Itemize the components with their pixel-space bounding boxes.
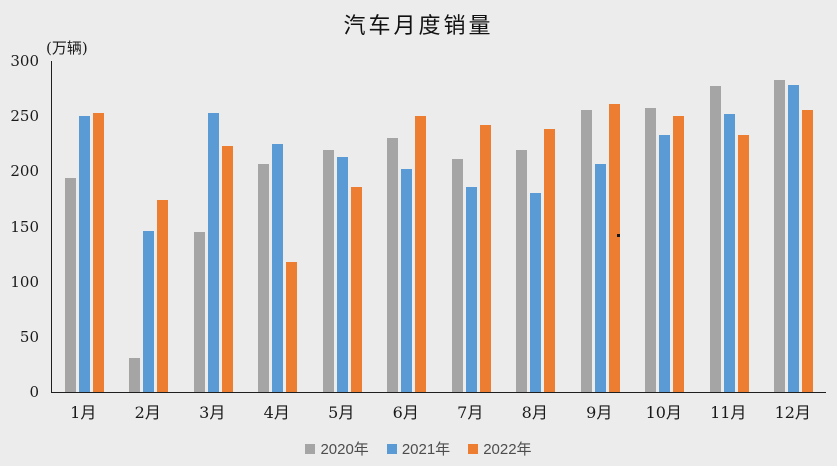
bar-2021年-4月 [272, 143, 284, 392]
bar-group-1月 [52, 61, 117, 392]
bar-2021年-9月 [594, 163, 606, 392]
legend-item-2020年: 2020年 [305, 438, 369, 459]
x-tick-label-11月: 11月 [710, 403, 747, 422]
bar-2020年-7月 [451, 159, 463, 392]
bar-2022年-6月 [415, 116, 427, 392]
bar-2020年-2月 [129, 357, 141, 392]
bar-2021年-10月 [659, 134, 671, 392]
bar-group-6月 [375, 61, 440, 392]
bar-2020年-11月 [709, 86, 721, 392]
bar-2020年-1月 [64, 177, 76, 392]
y-tick-label-0: 0 [29, 383, 39, 401]
bar-group-11月 [697, 61, 762, 392]
bar-2020年-6月 [387, 138, 399, 392]
legend-item-2021年: 2021年 [386, 438, 451, 459]
bar-group-4月 [246, 61, 311, 392]
plot-area [51, 61, 826, 393]
bar-2021年-8月 [530, 193, 542, 392]
bar-2022年-7月 [479, 125, 491, 392]
bar-2020年-10月 [645, 108, 657, 392]
x-tick-label-8月: 8月 [521, 403, 548, 422]
chart-title: 汽车月度销量 [343, 14, 494, 39]
bar-2020年-3月 [193, 232, 205, 392]
legend-item-2022年: 2022年 [468, 438, 532, 459]
x-tick-label-5月: 5月 [328, 403, 355, 422]
legend-label: 2022年 [483, 441, 532, 458]
bar-2020年-12月 [774, 79, 786, 392]
x-tick-label-9月: 9月 [586, 403, 613, 422]
bar-2022年-3月 [221, 145, 233, 392]
x-axis: 1月 2月 3月 4月 5月 6月 7月 8月 9月 10月 11月 12月 [51, 399, 825, 423]
y-tick-label-200: 200 [10, 162, 39, 181]
bar-2021年-7月 [465, 186, 477, 392]
bar-2021年-12月 [788, 85, 800, 392]
x-tick-label-12月: 12月 [774, 403, 811, 422]
bar-2022年-2月 [157, 200, 169, 392]
legend-label: 2021年 [401, 441, 451, 458]
chart-legend: 2020年 2021年 2022年 [0, 438, 837, 459]
y-tick-label-150: 150 [10, 217, 39, 236]
bar-2021年-5月 [336, 157, 348, 392]
x-tick-label-3月: 3月 [199, 403, 226, 422]
bar-group-12月 [762, 61, 827, 392]
legend-swatch-icon [305, 443, 316, 454]
y-axis: 0 50 100 150 200 250 300 [0, 52, 42, 401]
bar-2022年-10月 [673, 116, 685, 392]
bar-2022年-11月 [737, 134, 749, 392]
bar-2021年-11月 [723, 113, 735, 392]
y-tick-label-100: 100 [10, 272, 39, 291]
x-tick-label-6月: 6月 [392, 403, 419, 422]
bar-2022年-8月 [544, 129, 556, 392]
x-tick-label-10月: 10月 [645, 403, 682, 422]
bar-2020年-5月 [322, 150, 334, 392]
legend-swatch-icon [386, 443, 397, 454]
bar-2021年-3月 [207, 112, 219, 392]
x-tick-label-2月: 2月 [134, 403, 161, 422]
legend-label: 2020年 [320, 441, 369, 458]
bar-2021年-6月 [401, 169, 413, 392]
bar-2020年-4月 [258, 163, 270, 392]
y-axis-unit-label: (万辆) [46, 39, 88, 57]
bar-2022年-4月 [286, 261, 298, 392]
bar-group-9月 [568, 61, 633, 392]
bar-2021年-1月 [78, 116, 90, 392]
bar-group-10月 [633, 61, 698, 392]
stray-dot [617, 234, 620, 237]
bar-2022年-1月 [92, 112, 104, 392]
bar-2022年-12月 [802, 109, 814, 392]
bar-2021年-2月 [143, 230, 155, 392]
bar-group-7月 [439, 61, 504, 392]
bar-group-2月 [117, 61, 182, 392]
bar-2020年-8月 [516, 150, 528, 392]
bar-group-5月 [310, 61, 375, 392]
bar-2020年-9月 [580, 109, 592, 392]
bar-2022年-5月 [350, 186, 362, 392]
bar-group-3月 [181, 61, 246, 392]
legend-swatch-icon [468, 443, 479, 454]
y-tick-label-50: 50 [19, 327, 39, 346]
bar-group-8月 [504, 61, 569, 392]
x-tick-label-1月: 1月 [70, 403, 97, 422]
y-tick-label-300: 300 [10, 52, 39, 70]
x-tick-label-7月: 7月 [457, 403, 484, 422]
bar-2022年-9月 [608, 104, 620, 392]
y-tick-label-250: 250 [10, 107, 39, 126]
x-tick-label-4月: 4月 [263, 403, 290, 422]
